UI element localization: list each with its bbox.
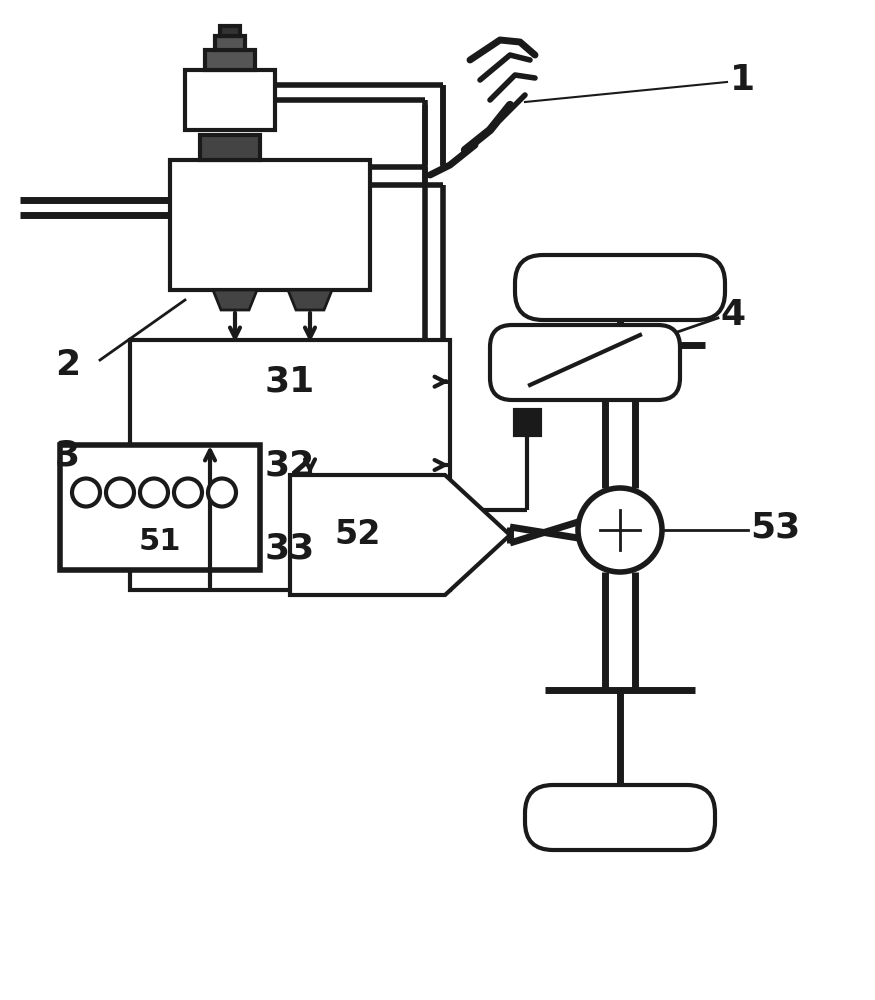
Text: 53: 53 bbox=[750, 511, 801, 545]
FancyBboxPatch shape bbox=[490, 325, 680, 400]
FancyBboxPatch shape bbox=[525, 785, 715, 850]
Bar bbox=[130, 340, 450, 590]
Text: 4: 4 bbox=[720, 298, 746, 332]
Polygon shape bbox=[288, 290, 332, 310]
Text: 3: 3 bbox=[55, 438, 80, 472]
Polygon shape bbox=[290, 475, 510, 595]
FancyBboxPatch shape bbox=[515, 255, 725, 320]
Circle shape bbox=[140, 479, 168, 506]
Text: 1: 1 bbox=[730, 63, 755, 97]
Circle shape bbox=[578, 488, 662, 572]
Text: 32: 32 bbox=[265, 448, 315, 482]
Circle shape bbox=[72, 479, 100, 506]
Text: 52: 52 bbox=[334, 518, 381, 552]
Text: 2: 2 bbox=[55, 348, 80, 382]
Bar bbox=[215, 36, 245, 50]
Bar bbox=[220, 26, 240, 36]
Circle shape bbox=[208, 479, 236, 506]
Bar bbox=[200, 135, 260, 160]
Text: 33: 33 bbox=[265, 531, 315, 565]
Bar bbox=[170, 160, 370, 290]
Circle shape bbox=[174, 479, 202, 506]
Polygon shape bbox=[213, 290, 257, 310]
Bar bbox=[60, 445, 260, 570]
Text: 51: 51 bbox=[139, 528, 181, 556]
Bar bbox=[185, 70, 275, 130]
Bar bbox=[205, 50, 255, 70]
Bar bbox=[515, 410, 540, 435]
Text: 31: 31 bbox=[265, 365, 315, 399]
Circle shape bbox=[106, 479, 134, 506]
